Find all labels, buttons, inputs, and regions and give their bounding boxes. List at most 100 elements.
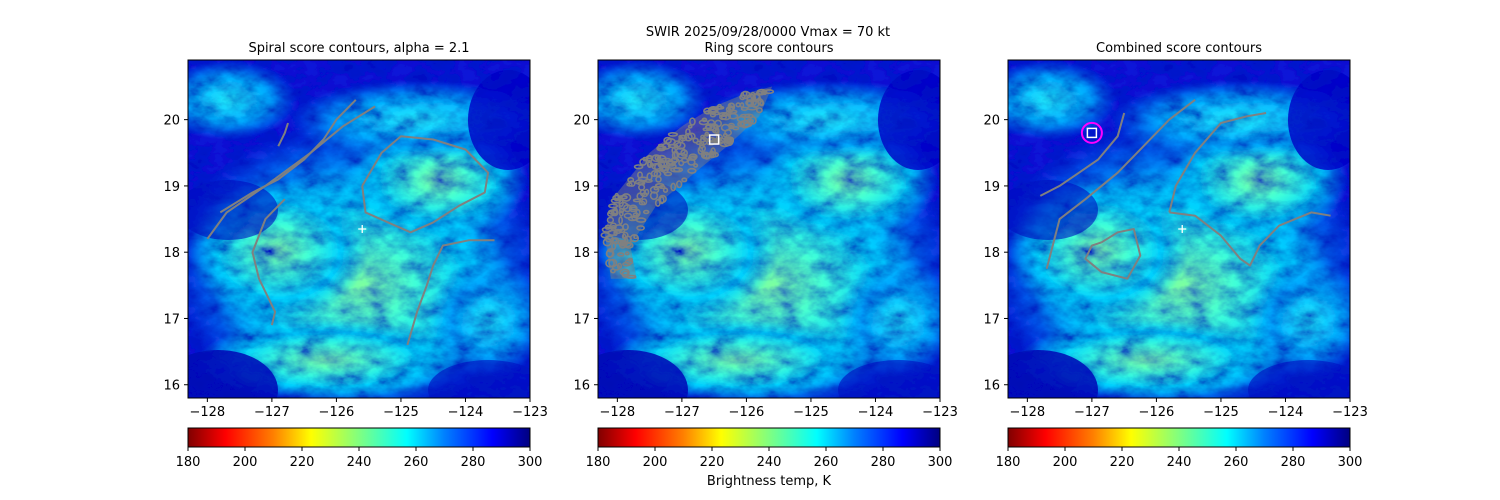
- contour-line: [1039, 112, 1126, 197]
- contour-loop: [740, 106, 749, 112]
- contour-loop: [663, 171, 673, 177]
- colorbar-tick-label: 260: [814, 455, 839, 470]
- contour-loop: [618, 210, 624, 217]
- contour-loop: [605, 249, 615, 258]
- panel-title: Combined score contours: [1096, 41, 1262, 56]
- colorbar-tick-label: 260: [1224, 455, 1249, 470]
- contour-loop: [640, 198, 648, 206]
- y-tick-label: 18: [573, 246, 590, 261]
- contour-loop: [744, 113, 754, 119]
- x-tick-label: −123: [1332, 405, 1368, 420]
- contour-loop: [606, 216, 615, 224]
- figure-suptitle: SWIR 2025/09/28/0000 Vmax = 70 kt: [646, 25, 890, 40]
- contour-line: [1084, 228, 1142, 280]
- center-marker: [1178, 225, 1187, 233]
- contour-line: [206, 105, 376, 240]
- contours: [600, 86, 775, 279]
- contour-loop: [673, 167, 684, 173]
- center-marker: [358, 225, 367, 233]
- contour-loop: [735, 102, 742, 108]
- colorbar-tick-label: 300: [928, 455, 953, 470]
- contour-loop: [727, 105, 735, 112]
- contour-loop: [618, 201, 629, 211]
- x-tick-label: −126: [729, 405, 765, 420]
- contour-loop: [646, 172, 653, 181]
- contour-loop: [700, 151, 711, 160]
- contour-loop: [608, 203, 619, 209]
- colorbar-tick-label: 200: [233, 455, 258, 470]
- contour-loop: [740, 119, 751, 129]
- contour-loop: [681, 177, 688, 183]
- contour-loop: [607, 229, 618, 237]
- panel-title: Spiral score contours, alpha = 2.1: [248, 41, 469, 56]
- contour-loop: [628, 180, 636, 187]
- contour-loop: [621, 193, 632, 202]
- colorbar-tick-label: 240: [347, 455, 372, 470]
- contour-loop: [618, 228, 626, 234]
- x-tick-label: −127: [664, 405, 700, 420]
- colorbar-tick-label: 180: [176, 455, 201, 470]
- contours: [1039, 99, 1331, 280]
- contour-loop: [712, 127, 719, 134]
- contour-line: [277, 122, 289, 147]
- x-tick-label: −125: [793, 405, 829, 420]
- contour-loop: [623, 236, 629, 246]
- x-tick-label: −128: [1009, 405, 1045, 420]
- y-tick-label: 16: [163, 379, 180, 394]
- axes-frame: [1007, 59, 1351, 399]
- colorbar-tick-label: 180: [586, 455, 611, 470]
- colorbar-tick-label: 280: [1281, 455, 1306, 470]
- contour-loop: [636, 225, 645, 231]
- x-tick-label: −125: [383, 405, 419, 420]
- y-tick-label: 18: [983, 246, 1000, 261]
- x-tick-label: −128: [189, 405, 225, 420]
- contour-line: [406, 239, 495, 346]
- contour-loop: [601, 226, 613, 233]
- contour-loop: [746, 100, 753, 106]
- contour-loop: [619, 268, 630, 276]
- colorbar-tick-label: 300: [518, 455, 543, 470]
- contour-loop: [616, 252, 625, 257]
- colorbar-tick-label: 200: [643, 455, 668, 470]
- contour-loop: [689, 117, 696, 126]
- colorbar-label: Brightness temp, K: [707, 474, 832, 489]
- x-tick-label: −127: [254, 405, 290, 420]
- contour-loop: [667, 131, 679, 137]
- contour-line: [1169, 211, 1331, 267]
- contour-loop: [720, 112, 732, 121]
- axes-frame: [187, 59, 531, 399]
- y-tick-label: 19: [983, 180, 1000, 195]
- contour-loop: [701, 117, 708, 123]
- contour-loop: [732, 125, 740, 131]
- colorbar-bar: [1007, 427, 1351, 448]
- colorbar-tick-label: 200: [1053, 455, 1078, 470]
- contours: [206, 99, 495, 346]
- contour-loop: [692, 163, 699, 168]
- x-tick-label: −126: [319, 405, 355, 420]
- contour-loop: [687, 124, 693, 129]
- colorbar-tick-label: 220: [290, 455, 315, 470]
- contour-loop: [678, 134, 687, 139]
- contour-loop: [658, 184, 666, 190]
- contour-loop: [677, 153, 688, 159]
- x-tick-label: −128: [599, 405, 635, 420]
- contour-loop: [675, 180, 683, 189]
- contour-loop: [715, 133, 724, 142]
- contour-loop: [759, 100, 765, 107]
- brightness-temp-image: [188, 60, 530, 398]
- contour-loop: [604, 235, 614, 243]
- colorbar-tick-label: 220: [700, 455, 725, 470]
- contour-loop: [718, 112, 729, 118]
- contour-loop: [647, 159, 652, 168]
- contour-loop: [658, 194, 667, 204]
- contour-loop: [685, 128, 691, 137]
- contour-loop: [612, 207, 619, 216]
- contour-loop: [709, 151, 719, 158]
- contour-loop: [645, 155, 654, 160]
- x-tick-label: −124: [858, 405, 894, 420]
- contour-loop: [623, 212, 633, 219]
- max-score-marker: [708, 134, 720, 145]
- contour-loop: [618, 216, 624, 225]
- contour-loop: [687, 158, 696, 166]
- colorbar-tick-label: 300: [1338, 455, 1363, 470]
